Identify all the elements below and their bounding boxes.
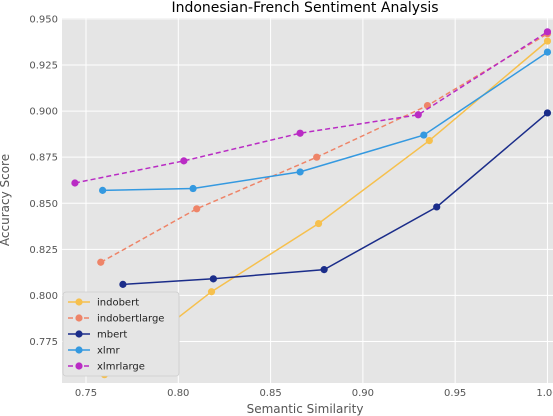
data-point-mbert (320, 266, 328, 274)
data-point-indobert (543, 37, 552, 45)
data-point-mbert (433, 203, 441, 211)
legend-marker (75, 298, 83, 306)
y-tick-label: 0.800 (29, 291, 58, 302)
data-point-xlmr (420, 131, 428, 139)
data-point-indobert (314, 219, 323, 228)
data-point-xlmr (296, 168, 304, 176)
y-tick-label: 0.875 (29, 153, 58, 164)
data-point-xlmrlarge (414, 111, 422, 119)
legend-marker (75, 330, 83, 338)
legend-entry-xlmrlarge: xlmrlarge (68, 362, 145, 373)
legend-label: indobert (97, 298, 139, 309)
x-tick-label: 0.90 (352, 388, 374, 399)
chart-title: Indonesian-French Sentiment Analysis (171, 0, 438, 16)
data-point-indobert (207, 288, 216, 296)
data-point-indobertlarge (313, 153, 321, 161)
series-group (71, 28, 552, 379)
x-axis-label: Semantic Similarity (247, 402, 364, 416)
y-tick-label: 0.900 (29, 107, 58, 118)
legend-label: mbert (97, 330, 127, 341)
data-point-indobertlarge (193, 205, 201, 213)
data-point-indobertlarge (97, 258, 105, 266)
x-tick-label: 0.95 (444, 388, 466, 399)
data-point-mbert (543, 109, 552, 117)
series-xlmr (99, 48, 552, 194)
legend-entry-mbert: mbert (68, 330, 127, 341)
data-point-xlmrlarge (296, 129, 304, 137)
data-point-xlmr (99, 186, 107, 194)
y-tick-label: 0.925 (29, 61, 58, 72)
series-indobertlarge (97, 30, 552, 266)
x-tick-label: 0.80 (167, 388, 189, 399)
legend-label: xlmrlarge (97, 362, 145, 373)
x-axis-ticks: 0.75 0.80 0.85 0.90 0.95 1.00 (75, 388, 553, 399)
data-point-mbert (119, 280, 127, 288)
y-tick-label: 0.950 (29, 14, 58, 25)
series-xlmrlarge (71, 28, 552, 187)
legend-entry-indobert: indobert (68, 298, 139, 309)
data-point-mbert (209, 275, 217, 283)
x-tick-label: 1.00 (536, 388, 553, 399)
legend-marker (75, 362, 83, 370)
x-tick-label: 0.75 (75, 388, 97, 399)
data-point-xlmrlarge (180, 157, 188, 165)
legend-label: xlmr (97, 346, 120, 357)
legend-box (62, 291, 180, 377)
data-point-xlmr (543, 48, 552, 56)
data-point-xlmr (189, 184, 197, 193)
y-tick-label: 0.850 (29, 199, 58, 210)
x-tick-label: 0.85 (259, 388, 281, 399)
legend: indobert indobertlarge mbert xlmr xlmrlarge (62, 291, 180, 377)
series-mbert (119, 109, 552, 288)
y-tick-label: 0.775 (29, 337, 58, 348)
legend-entry-xlmr: xlmr (68, 346, 120, 357)
legend-label: indobertlarge (97, 314, 164, 325)
y-axis-label: Accuracy Score (0, 154, 12, 246)
y-axis-ticks: 0.775 0.800 0.825 0.850 0.875 0.900 0.925 0.950 (29, 14, 58, 348)
legend-marker (75, 346, 83, 354)
legend-marker (75, 314, 83, 322)
y-tick-label: 0.825 (29, 245, 58, 256)
series-line-xlmrlarge (74, 31, 548, 184)
legend-entry-indobertlarge: indobertlarge (68, 314, 164, 325)
data-point-indobert (425, 136, 433, 145)
data-point-xlmrlarge (543, 28, 552, 36)
data-point-xlmrlarge (71, 179, 79, 187)
